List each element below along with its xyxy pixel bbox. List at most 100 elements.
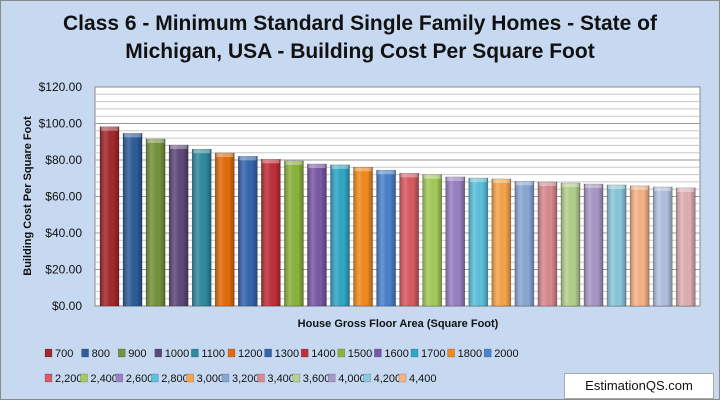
- y-tick-label: $40.00: [45, 226, 82, 240]
- bar-cap: [285, 160, 303, 165]
- legend-label: 1500: [348, 348, 372, 360]
- legend-label: 3,000: [197, 373, 225, 385]
- legend-swatch: [300, 348, 309, 358]
- legend-swatch: [257, 373, 265, 383]
- legend-swatch: [81, 348, 89, 358]
- legend-swatch: [483, 348, 492, 358]
- bar-cap: [515, 181, 533, 186]
- bar-cap: [193, 149, 211, 154]
- bar-shading: [100, 126, 119, 306]
- bar-shading: [146, 139, 166, 306]
- bar-shading: [123, 133, 143, 306]
- y-tick-label: $120.00: [39, 80, 83, 94]
- bar-cap: [562, 182, 579, 187]
- legend-swatch: [337, 348, 346, 358]
- bar-shading: [584, 184, 604, 306]
- legend-label: 4,400: [409, 373, 437, 385]
- y-tick-label: $80.00: [45, 153, 82, 167]
- legend-swatch: [398, 373, 407, 383]
- legend-swatch: [374, 348, 382, 358]
- bar-shading: [630, 185, 650, 306]
- bar-cap: [608, 185, 626, 190]
- x-axis-title: House Gross Floor Area (Square Foot): [298, 318, 499, 330]
- legend-swatch: [44, 373, 53, 383]
- legend-label: 1800: [458, 348, 482, 360]
- y-tick-label: $0.00: [52, 299, 82, 313]
- bar-cap: [147, 139, 165, 144]
- legend-swatch: [154, 348, 163, 358]
- bar-shading: [261, 159, 281, 306]
- legend-label: 2,400: [90, 373, 118, 385]
- legend-label: 3,400: [267, 373, 295, 385]
- legend-swatch: [221, 373, 230, 383]
- legend-label: 900: [128, 348, 146, 360]
- legend-label: 4,200: [374, 373, 402, 385]
- bar-cap: [216, 153, 234, 158]
- bar-shading: [561, 182, 580, 306]
- bar-shading: [307, 164, 327, 306]
- legend-label: 1200: [238, 348, 262, 360]
- bar-cap: [400, 173, 418, 178]
- bar-cap: [469, 178, 487, 183]
- bar-cap: [585, 184, 603, 189]
- legend-label: 1300: [275, 348, 299, 360]
- bar-shading: [169, 145, 189, 306]
- legend-swatch: [264, 348, 272, 358]
- legend-swatch: [327, 373, 336, 383]
- legend-swatch: [186, 373, 194, 383]
- legend-label: 2,200: [55, 373, 83, 385]
- bar-shading: [330, 164, 350, 306]
- bar-shading: [676, 187, 696, 306]
- bar-shading: [422, 174, 442, 306]
- bar-cap: [124, 133, 142, 138]
- bar-cap: [677, 187, 695, 192]
- bar-shading: [376, 170, 396, 306]
- bar-cap: [446, 176, 464, 181]
- legend-swatch: [117, 348, 126, 358]
- legend-label: 1600: [384, 348, 408, 360]
- bar-shading: [284, 160, 304, 306]
- legend-label: 1700: [421, 348, 445, 360]
- bar-shading: [215, 153, 235, 306]
- bar-cap: [423, 174, 441, 179]
- bar-shading: [238, 156, 258, 306]
- legend-label: 800: [92, 348, 110, 360]
- bar-shading: [468, 178, 488, 306]
- bar-shading: [653, 187, 673, 306]
- bar-cap: [538, 182, 556, 187]
- legend-label: 1400: [311, 348, 335, 360]
- legend-swatch: [80, 373, 88, 383]
- legend-label: 2000: [494, 348, 518, 360]
- y-tick-label: $60.00: [45, 190, 82, 204]
- legend-label: 2,800: [161, 373, 189, 385]
- legend-label: 1100: [201, 348, 225, 360]
- bar-cap: [262, 159, 280, 164]
- bar-cap: [101, 126, 118, 131]
- chart-title: Class 6 - Minimum Standard Single Family…: [63, 12, 657, 63]
- legend-label: 3,600: [303, 373, 331, 385]
- legend-swatch: [227, 348, 236, 358]
- bar-cap: [239, 156, 257, 161]
- bar-shading: [192, 149, 212, 306]
- bar-shading: [491, 178, 511, 306]
- legend-swatch: [410, 348, 419, 358]
- bar-shading: [537, 182, 557, 306]
- y-axis-title: Building Cost Per Square Foot: [22, 116, 34, 276]
- bar-cap: [170, 145, 188, 150]
- legend-swatch: [115, 373, 124, 383]
- legend-swatch: [447, 348, 455, 358]
- bar-cap: [331, 164, 349, 169]
- legend-label: 3,200: [232, 373, 260, 385]
- y-tick-label: $20.00: [45, 263, 82, 277]
- legend-swatch: [150, 373, 159, 383]
- legend-label: 1000: [165, 348, 189, 360]
- bar-cap: [492, 178, 510, 183]
- bar-shading: [607, 185, 627, 306]
- bar-cap: [308, 164, 326, 169]
- legend-swatch: [191, 348, 199, 358]
- bar-cap: [631, 185, 649, 190]
- bar-cap: [654, 187, 672, 192]
- legend-label: 700: [55, 348, 73, 360]
- bar-shading: [514, 181, 534, 306]
